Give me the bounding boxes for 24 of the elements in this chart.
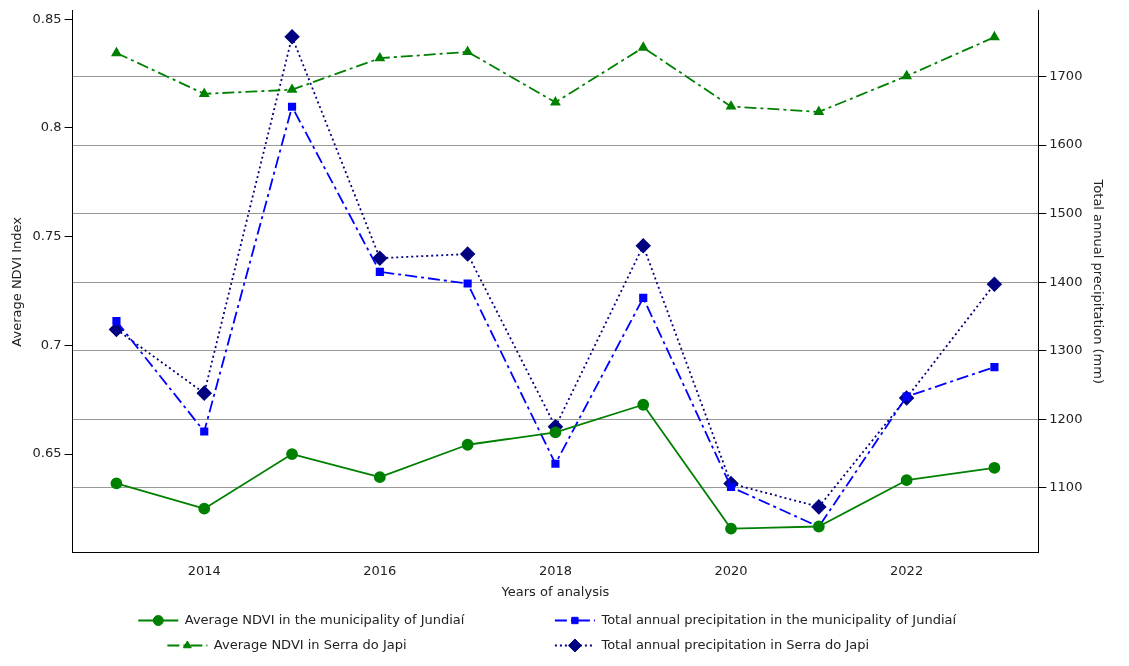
legend-label: Average NDVI in Serra do Japi bbox=[213, 636, 543, 652]
x-tick-label: 2014 bbox=[187, 562, 221, 578]
y-tick-label: 0.75 bbox=[32, 228, 62, 244]
y2-tick-label: 1600 bbox=[1049, 136, 1083, 152]
y-tick-label: 0.85 bbox=[32, 10, 62, 26]
y2-tick-label: 1300 bbox=[1049, 342, 1083, 358]
x-axis-title: Years of analysis bbox=[500, 583, 610, 599]
y2-tick-label: 1200 bbox=[1049, 410, 1083, 426]
y2-axis-title: Total annual precipitation (mm) bbox=[1090, 178, 1106, 384]
y-tick-label: 0.8 bbox=[40, 119, 62, 135]
x-tick-label: 2022 bbox=[890, 562, 924, 578]
x-tick-label: 2020 bbox=[714, 562, 748, 578]
y2-tick-label: 1500 bbox=[1049, 205, 1083, 220]
x-tick-label: 2016 bbox=[363, 562, 397, 578]
legend-label: Total annual precipitation in the municipality of Jundiaí bbox=[600, 611, 977, 627]
legend-label: Average NDVI in the municipality of Jundiaí bbox=[184, 611, 543, 627]
y2-tick-label: 1700 bbox=[1049, 67, 1083, 83]
y2-tick-label: 1100 bbox=[1049, 479, 1083, 495]
legend-label: Total annual precipitation in Serra do Japi bbox=[600, 636, 948, 652]
y-tick-label: 0.7 bbox=[40, 336, 62, 352]
y-tick-label: 0.65 bbox=[32, 445, 62, 461]
y-axis-title: Average NDVI Index bbox=[9, 216, 25, 347]
x-tick-label: 2018 bbox=[538, 562, 572, 578]
y2-tick-label: 1400 bbox=[1049, 273, 1083, 289]
